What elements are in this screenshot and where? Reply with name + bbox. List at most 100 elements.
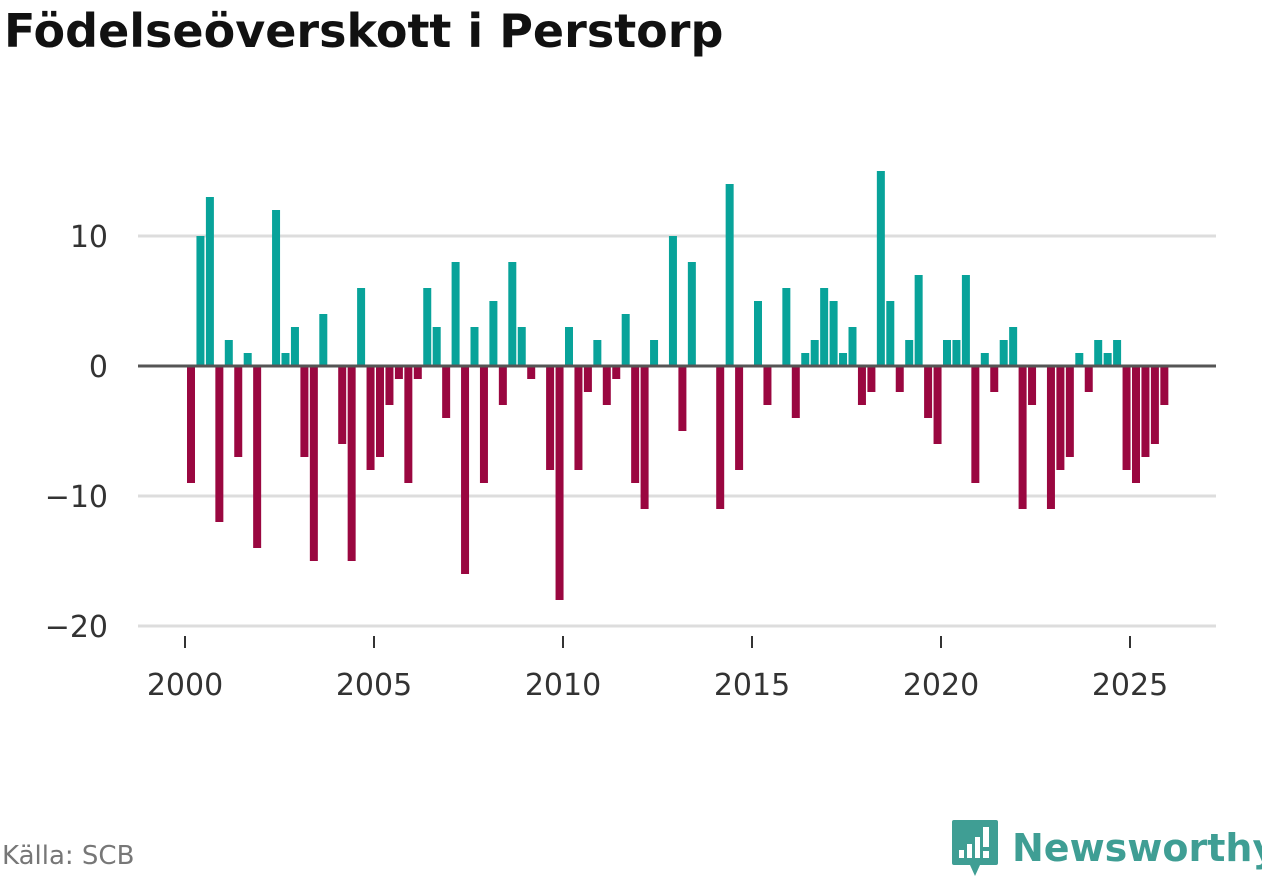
brand-logo: Newsworthy — [950, 817, 1262, 879]
bar — [1113, 340, 1122, 366]
bar — [810, 340, 819, 366]
bar — [602, 366, 611, 405]
bar — [867, 366, 876, 392]
chart-title: Födelseöverskott i Perstorp — [4, 4, 724, 58]
bar — [820, 288, 829, 366]
y-tick-label: 10 — [70, 220, 108, 255]
bar — [886, 301, 895, 366]
bars — [187, 171, 1169, 600]
bar — [1065, 366, 1074, 457]
bar — [413, 366, 422, 379]
bar — [205, 197, 214, 366]
bar — [394, 366, 403, 379]
x-tick-label: 2005 — [336, 668, 412, 703]
bar — [905, 340, 914, 366]
bar — [980, 353, 989, 366]
bar — [243, 353, 252, 366]
bar — [754, 301, 762, 366]
bar — [687, 262, 696, 366]
bar — [1160, 366, 1169, 405]
bar — [234, 366, 243, 457]
bar — [366, 366, 375, 470]
bar — [943, 340, 951, 366]
bar — [517, 327, 526, 366]
bar — [763, 366, 772, 405]
bar — [924, 366, 933, 418]
bar — [593, 340, 602, 366]
bar — [1018, 366, 1027, 509]
bar — [678, 366, 687, 431]
bar — [376, 366, 384, 457]
bar — [309, 366, 318, 561]
bar — [461, 366, 470, 574]
bar — [716, 366, 725, 509]
bar — [999, 340, 1008, 366]
bar — [990, 366, 999, 392]
bar — [508, 262, 517, 366]
bar — [1103, 353, 1112, 366]
bar — [565, 327, 573, 366]
x-tick-label: 2000 — [147, 668, 223, 703]
bar — [952, 340, 961, 366]
bar — [829, 301, 838, 366]
bar — [621, 314, 630, 366]
y-tick-label: −20 — [45, 610, 108, 645]
bar — [555, 366, 564, 600]
bar — [498, 366, 507, 405]
bar — [1028, 366, 1037, 405]
bar — [1084, 366, 1093, 392]
bar — [895, 366, 904, 392]
bar — [725, 184, 734, 366]
bar — [489, 301, 498, 366]
x-tick-label: 2010 — [525, 668, 601, 703]
bar — [791, 366, 800, 418]
bar — [1075, 353, 1084, 366]
bar — [423, 288, 432, 366]
bar — [1132, 366, 1140, 483]
bar — [668, 236, 677, 366]
bar — [876, 171, 885, 366]
bar — [801, 353, 810, 366]
bar — [451, 262, 460, 366]
bar — [385, 366, 394, 405]
bar — [300, 366, 309, 457]
bar — [857, 366, 866, 405]
bar — [215, 366, 224, 522]
bar — [735, 366, 744, 470]
bar — [1122, 366, 1131, 470]
y-axis: 10 0 −10 −20 — [45, 220, 108, 645]
bar — [442, 366, 451, 418]
x-tick-label: 2015 — [714, 668, 790, 703]
bar — [631, 366, 640, 483]
bar — [1141, 366, 1150, 457]
bar — [187, 366, 195, 483]
bar — [1009, 327, 1018, 366]
bar — [470, 327, 479, 366]
bar — [404, 366, 413, 483]
bar — [782, 288, 791, 366]
brand-name: Newsworthy — [1012, 826, 1262, 870]
bar — [224, 340, 233, 366]
bar — [338, 366, 347, 444]
bar — [961, 275, 970, 366]
bar — [650, 340, 659, 366]
newsworthy-icon — [952, 820, 998, 876]
bar — [357, 288, 366, 366]
x-axis: 2000 2005 2010 2015 2020 2025 — [147, 636, 1168, 703]
bar — [546, 366, 555, 470]
bar — [1046, 366, 1055, 509]
bar — [319, 314, 328, 366]
bar — [253, 366, 262, 548]
bar — [583, 366, 592, 392]
y-tick-label: −10 — [45, 480, 108, 515]
bar — [1056, 366, 1065, 470]
bar — [574, 366, 583, 470]
x-tick-label: 2020 — [903, 668, 979, 703]
bar — [971, 366, 980, 483]
bar — [1150, 366, 1159, 444]
bar — [933, 366, 942, 444]
bar — [272, 210, 281, 366]
bar — [347, 366, 356, 561]
bar — [527, 366, 536, 379]
